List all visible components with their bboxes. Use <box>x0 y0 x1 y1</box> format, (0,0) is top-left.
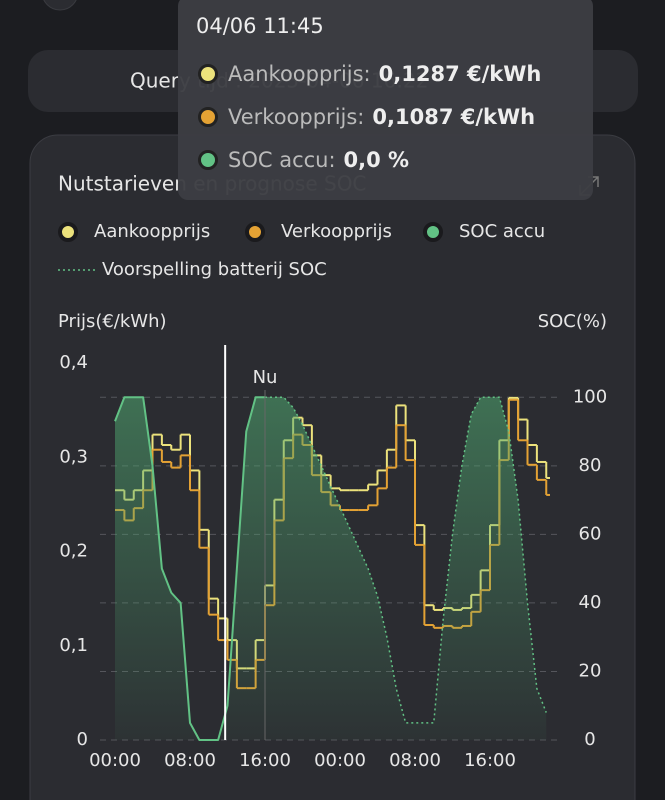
y2-tick-label: 20 <box>579 660 602 681</box>
tooltip-dot <box>198 106 218 127</box>
legend-label: SOC accu <box>459 221 545 242</box>
legend-label: Aankoopprijs <box>94 221 210 242</box>
legend-swatch <box>58 222 78 242</box>
x-tick-label: 08:00 <box>389 750 441 771</box>
y-tick-label: 0 <box>77 729 88 750</box>
soc-line <box>114 396 265 741</box>
tooltip-dot <box>198 149 218 170</box>
y-tick-label: 0,3 <box>59 446 88 467</box>
x-tick-label: 08:00 <box>164 750 216 771</box>
legend-label: Voorspelling batterij SOC <box>102 259 327 280</box>
soc-area <box>115 397 265 740</box>
tooltip-value: 0,1287 €/kWh <box>378 61 542 86</box>
x-tick-label: 00:00 <box>314 750 366 771</box>
tooltip-label: Verkoopprijs: <box>228 104 365 129</box>
legend-label: Verkoopprijs <box>281 221 392 242</box>
tooltip-title: 04/06 11:45 <box>196 14 324 38</box>
now-label: Nu <box>253 367 278 388</box>
tooltip-value: 0,0 % <box>343 147 410 172</box>
tooltip-row: Aankoopprijs: 0,1287 €/kWh <box>196 52 593 95</box>
tooltip: 04/06 11:45 Aankoopprijs: 0,1287 €/kWh Ver… <box>178 0 593 200</box>
legend-swatch <box>245 222 265 242</box>
tooltip-row: Verkoopprijs: 0,1087 €/kWh <box>196 95 593 138</box>
tooltip-label: Aankoopprijs: <box>228 61 371 86</box>
tooltip-row: SOC accu: 0,0 % <box>196 138 593 181</box>
tooltip-label: SOC accu: <box>228 147 336 172</box>
y2-tick-label: 100 <box>573 386 607 407</box>
y-axis-label: Prijs(€/kWh) <box>58 311 167 332</box>
y-tick-label: 0,1 <box>59 635 88 656</box>
y2-tick-label: 80 <box>579 455 602 476</box>
x-tick-label: 00:00 <box>89 750 141 771</box>
y-tick-label: 0,4 <box>59 352 88 373</box>
x-tick-label: 16:00 <box>464 750 516 771</box>
x-tick-label: 16:00 <box>239 750 291 771</box>
tooltip-dot <box>198 63 218 84</box>
legend-swatch <box>423 222 443 242</box>
y2-tick-label: 40 <box>579 592 602 613</box>
y2-axis-label: SOC(%) <box>538 311 607 332</box>
y2-tick-label: 60 <box>579 523 602 544</box>
soc-area <box>265 397 547 740</box>
avatar <box>43 0 77 11</box>
y-tick-label: 0,2 <box>59 541 88 562</box>
tooltip-value: 0,1087 €/kWh <box>372 104 536 129</box>
soc-line <box>265 396 547 724</box>
y2-tick-label: 0 <box>584 729 595 750</box>
